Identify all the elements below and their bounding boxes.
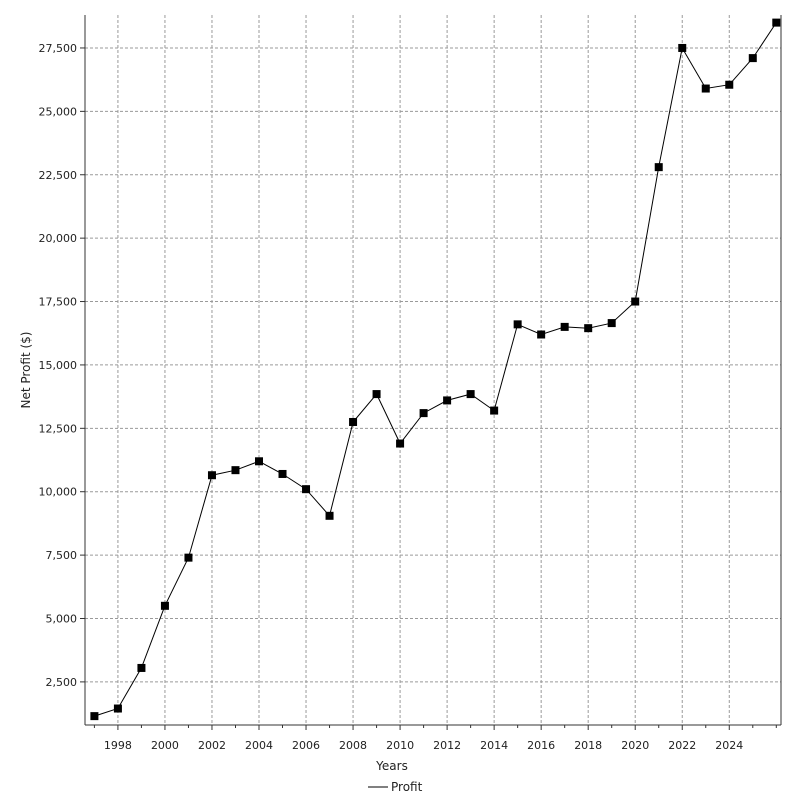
x-tick-label: 2006 [292, 739, 320, 752]
x-tick-label: 2010 [386, 739, 414, 752]
x-tick-label: 2024 [715, 739, 743, 752]
data-point-marker [255, 457, 263, 466]
data-point-marker [160, 601, 169, 610]
data-point-marker [396, 439, 405, 448]
data-point-marker [325, 511, 334, 520]
data-point-marker [207, 471, 216, 480]
y-tick-label: 17,500 [39, 296, 78, 309]
x-tick-label: 2004 [245, 739, 273, 752]
y-tick-label: 25,000 [39, 105, 78, 118]
data-point-marker [725, 80, 734, 89]
legend-label-profit: Profit [391, 780, 423, 794]
y-tick-label: 27,500 [39, 42, 78, 55]
y-tick-label: 22,500 [39, 169, 78, 182]
data-point-marker [513, 320, 522, 329]
data-point-marker [231, 466, 240, 475]
legend: Profit [368, 780, 423, 794]
data-point-marker [302, 485, 311, 494]
series-line-profit [94, 22, 777, 717]
data-point-marker [372, 390, 381, 399]
data-point-marker [631, 297, 640, 306]
y-tick-label: 2,500 [46, 676, 78, 689]
y-tick-label: 15,000 [39, 359, 78, 372]
data-point-marker [748, 54, 757, 63]
data-point-marker [584, 324, 593, 333]
data-point-marker [466, 390, 475, 399]
data-point-marker [772, 18, 781, 27]
x-axis-title: Years [375, 759, 408, 773]
data-point-marker [419, 409, 428, 418]
x-tick-label: 2000 [151, 739, 179, 752]
y-tick-label: 5,000 [46, 613, 78, 626]
x-tick-label: 2020 [621, 739, 649, 752]
data-point-marker [678, 43, 687, 52]
data-point-marker [184, 553, 193, 562]
tick-labels: 1998 2000 2002 2004 2006 2008 2010 2012 2014 2016… [39, 42, 744, 752]
data-point-marker [654, 163, 663, 172]
axes [80, 15, 782, 730]
series-layer [90, 18, 781, 721]
x-tick-label: 2012 [433, 739, 461, 752]
data-point-marker [701, 84, 710, 93]
data-point-marker [490, 406, 499, 415]
x-tick-label: 2008 [339, 739, 367, 752]
x-tick-label: 2018 [574, 739, 602, 752]
data-point-marker [90, 712, 99, 721]
y-tick-label: 20,000 [39, 232, 78, 245]
y-axis-title: Net Profit ($) [19, 332, 33, 409]
data-point-marker [560, 322, 569, 331]
y-tick-label: 12,500 [39, 422, 78, 435]
data-point-marker [113, 704, 122, 713]
data-point-marker [349, 417, 358, 426]
data-point-marker [443, 396, 452, 405]
y-tick-label: 10,000 [39, 486, 78, 499]
data-point-marker [607, 319, 616, 328]
data-point-marker [278, 469, 287, 478]
data-point-marker [137, 663, 146, 672]
x-tick-label: 2016 [527, 739, 555, 752]
x-tick-label: 2014 [480, 739, 508, 752]
y-tick-label: 7,500 [46, 549, 78, 562]
data-point-marker [537, 330, 546, 339]
grid [85, 15, 781, 725]
x-tick-label: 2022 [668, 739, 696, 752]
x-tick-label: 2002 [198, 739, 226, 752]
x-tick-label: 1998 [104, 739, 132, 752]
